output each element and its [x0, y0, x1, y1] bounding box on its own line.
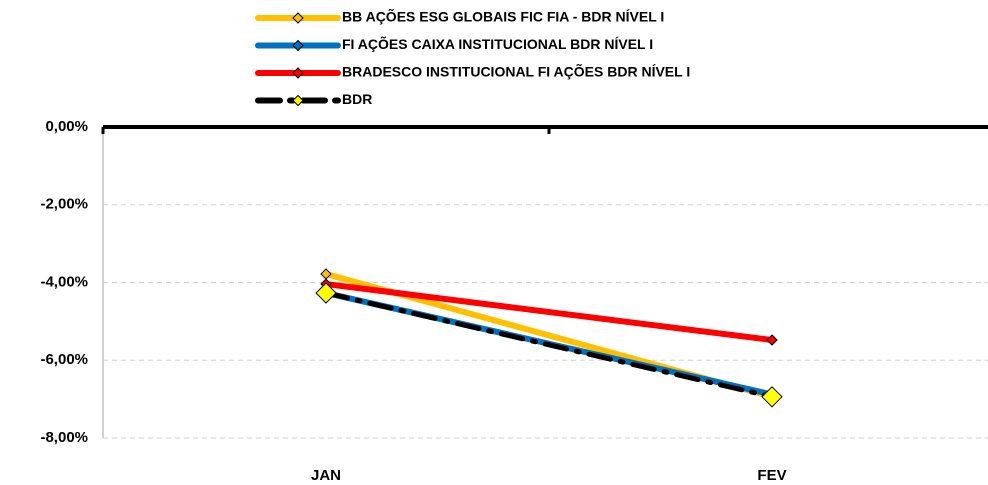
y-tick-label: 0,00% — [45, 118, 88, 135]
data-point — [315, 282, 337, 304]
x-tick-label: FEV — [757, 467, 786, 484]
legend-marker — [292, 94, 304, 107]
legend-marker — [292, 67, 304, 79]
y-tick-label: -8,00% — [40, 429, 88, 446]
legend-marker — [292, 12, 304, 24]
legend-label: BDR — [342, 91, 372, 107]
legend-label: FI AÇÕES CAIXA INSTITUCIONAL BDR NÍVEL I — [342, 35, 653, 52]
series-line — [325, 281, 773, 344]
y-tick-label: -2,00% — [40, 196, 88, 213]
y-tick-label: -4,00% — [40, 273, 88, 290]
legend-marker — [292, 39, 304, 52]
data-point — [761, 386, 783, 408]
x-tick-label: JAN — [311, 467, 341, 484]
legend-label: BRADESCO INSTITUCIONAL FI AÇÕES BDR NÍVE… — [342, 63, 690, 80]
data-point — [766, 334, 778, 346]
series-line — [323, 290, 775, 400]
legend-label: BB AÇÕES ESG GLOBAIS FIC FIA - BDR NÍVEL… — [342, 8, 664, 25]
y-tick-label: -6,00% — [40, 351, 88, 368]
